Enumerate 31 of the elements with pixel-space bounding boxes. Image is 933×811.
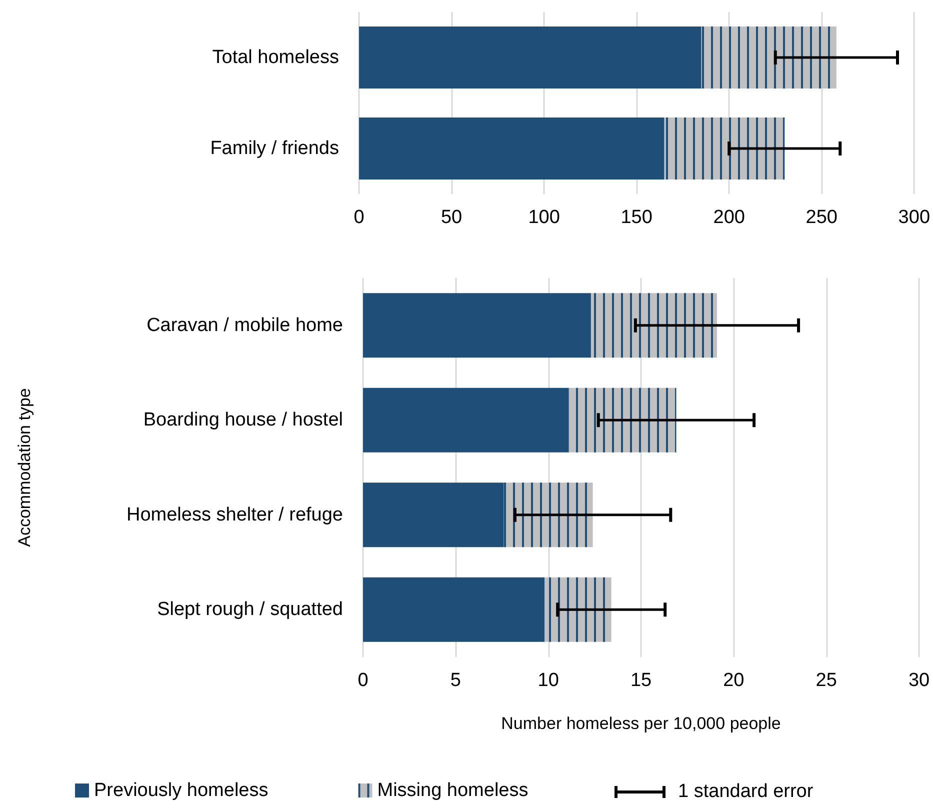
y-axis-title: Accommodation type — [15, 388, 34, 547]
legend-label: Previously homeless — [94, 780, 268, 801]
y-tick-label: Slept rough / squatted — [157, 599, 343, 620]
bar — [363, 577, 545, 642]
y-tick-label: Family / friends — [210, 138, 339, 159]
x-tick-label: 100 — [528, 207, 560, 228]
bar — [359, 118, 664, 180]
x-tick-label: 200 — [713, 207, 745, 228]
x-axis-title: Number homeless per 10,000 people — [501, 714, 781, 733]
x-tick-label: 300 — [898, 207, 930, 228]
bar — [363, 482, 504, 548]
x-tick-label: 25 — [816, 670, 837, 691]
legend-label: Missing homeless — [377, 780, 528, 801]
x-tick-label: 250 — [806, 207, 838, 228]
x-tick-label: 50 — [440, 207, 462, 228]
x-tick-label: 15 — [630, 670, 652, 691]
x-tick-label: 5 — [450, 670, 461, 691]
x-tick-label: 30 — [908, 670, 930, 691]
y-tick-label: Total homeless — [212, 47, 339, 68]
text: 1 standard error — [678, 781, 814, 803]
x-tick-label: 10 — [538, 670, 559, 691]
x-tick-label: 150 — [620, 207, 652, 228]
x-tick-label: 0 — [358, 670, 368, 691]
bar — [363, 293, 591, 358]
y-tick-label: Homeless shelter / refuge — [126, 504, 343, 526]
x-tick-label: 0 — [354, 207, 364, 228]
bar — [363, 388, 569, 452]
x-tick-label: 20 — [723, 670, 744, 691]
y-tick-label: Caravan / mobile home — [146, 314, 343, 336]
bar — [359, 26, 702, 88]
y-tick-label: Boarding house / hostel — [143, 410, 343, 431]
